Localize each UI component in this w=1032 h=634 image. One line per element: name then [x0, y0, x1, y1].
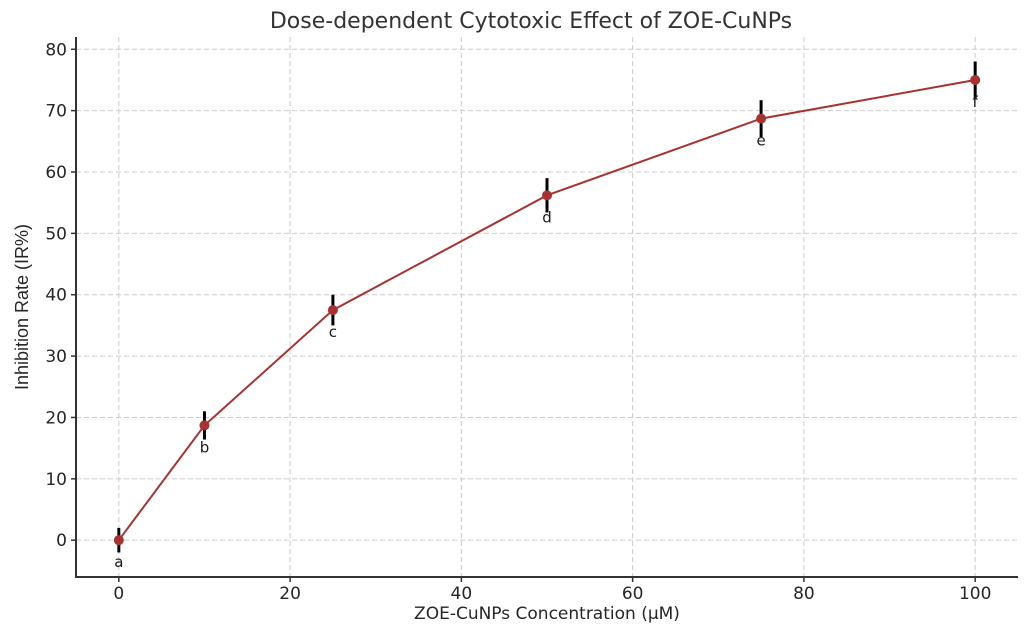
chart-title: Dose-dependent Cytotoxic Effect of ZOE-C… [270, 9, 792, 34]
y-tick-label: 80 [45, 40, 67, 60]
point-label: d [542, 208, 552, 226]
y-tick-label: 40 [45, 286, 67, 306]
x-tick-label: 0 [113, 584, 124, 604]
data-point [113, 535, 124, 546]
y-axis-label: Inhibition Rate (IR%) [12, 224, 32, 390]
point-label: e [756, 132, 765, 150]
point-label: b [200, 438, 210, 456]
y-tick-label: 10 [45, 470, 67, 490]
grid [76, 37, 1018, 577]
axes: 0 20 40 60 80 100 0 10 20 30 40 50 60 70 80 [45, 37, 1018, 604]
y-tick-label: 20 [45, 408, 67, 428]
data-point [542, 190, 552, 201]
y-tick-label: 50 [45, 224, 67, 244]
x-tick-label: 80 [793, 584, 815, 604]
point-label: a [114, 553, 123, 571]
data-point [199, 420, 210, 431]
data-point [756, 113, 767, 124]
x-axis-label: ZOE-CuNPs Concentration (µM) [414, 604, 680, 624]
data-point [970, 74, 981, 85]
point-label: c [329, 323, 337, 341]
x-tick-label: 40 [451, 584, 473, 604]
x-tick-label: 60 [622, 584, 644, 604]
series: a b c d e f [113, 61, 981, 571]
x-tick-label: 100 [959, 584, 991, 604]
series-line [118, 78, 976, 541]
y-tick-label: 60 [45, 163, 67, 183]
data-point [327, 305, 338, 316]
point-label: f [973, 93, 979, 111]
x-tick-label: 20 [279, 584, 301, 604]
y-tick-label: 70 [45, 102, 67, 122]
y-tick-label: 30 [45, 347, 67, 367]
y-tick-label: 0 [56, 531, 67, 551]
